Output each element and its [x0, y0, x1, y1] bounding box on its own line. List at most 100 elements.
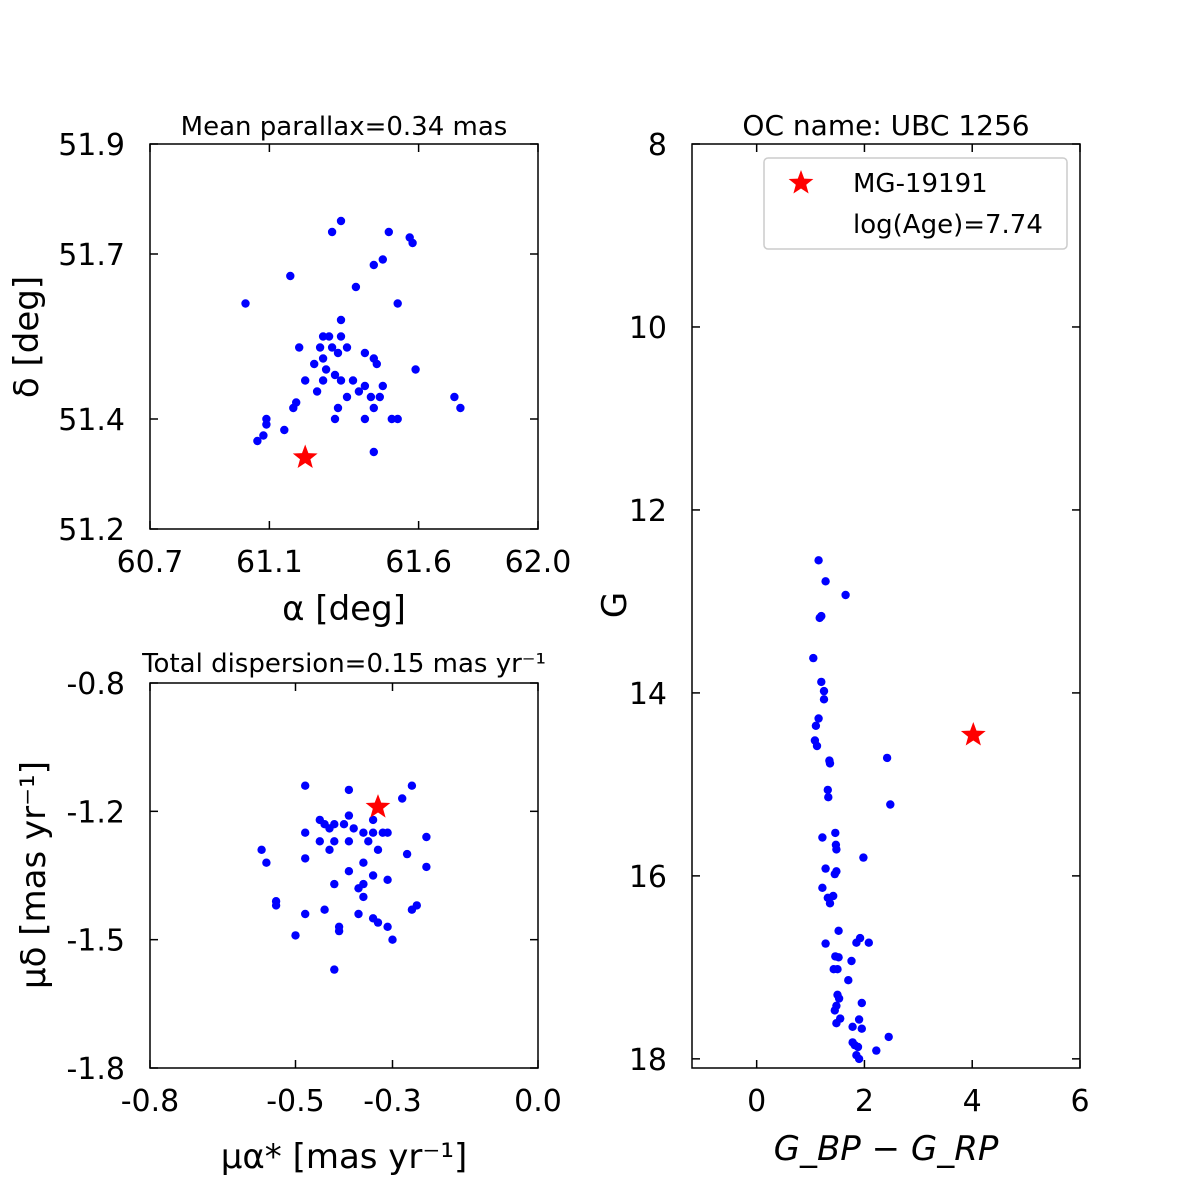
- proper-motion-member-point: [325, 824, 334, 833]
- proper-motion-member-point: [373, 918, 383, 927]
- sky-position-member-point: [408, 238, 417, 248]
- cmd-member-point: [821, 577, 830, 586]
- cmd-member-point: [857, 1024, 866, 1033]
- sky-position-xtick-label: 60.7: [117, 545, 184, 580]
- proper-motion-member-point: [315, 837, 324, 846]
- legend-star-marker: [788, 170, 814, 194]
- sky-position-xtick-label: 61.6: [385, 545, 452, 580]
- sky-position-xtick-label: 62.0: [505, 545, 572, 580]
- cmd-member-point: [853, 1042, 863, 1052]
- proper-motion-member-point: [349, 824, 358, 833]
- sky-position-member-point: [336, 376, 346, 385]
- sky-position-member-point: [387, 414, 396, 424]
- proper-motion-member-point: [334, 926, 344, 936]
- cmd-member-point: [809, 653, 818, 663]
- sky-position-member-point: [315, 343, 325, 352]
- cmd-member-point: [844, 976, 853, 985]
- cmd-member-point: [821, 939, 830, 948]
- cmd-member-point: [832, 1019, 841, 1028]
- sky-position-title: Mean parallax=0.34 mas: [181, 112, 508, 142]
- cmd-member-point: [829, 891, 838, 901]
- cmd-xtick-label: 2: [855, 1084, 874, 1119]
- proper-motion-member-point: [364, 837, 373, 846]
- proper-motion-member-point: [398, 794, 407, 803]
- sky-position-member-point: [327, 227, 337, 237]
- proper-motion-member-point: [407, 905, 417, 914]
- cmd-member-point: [817, 677, 826, 687]
- cmd-member-point: [830, 1006, 839, 1015]
- sky-position-xlabel: α [deg]: [282, 589, 406, 629]
- sky-position-member-point: [312, 387, 322, 396]
- sky-position-member-point: [330, 370, 340, 380]
- sky-position-member-point: [321, 365, 331, 374]
- cmd-member-point: [834, 994, 844, 1003]
- sky-position-member-point: [393, 414, 402, 424]
- cmd-ytick-label: 14: [629, 677, 667, 712]
- cmd-member-point: [864, 938, 873, 947]
- cmd-member-point: [831, 828, 840, 838]
- proper-motion-member-point: [368, 828, 378, 837]
- sky-position-member-point: [253, 436, 262, 446]
- sky-position-member-point: [336, 216, 346, 226]
- cmd-member-point: [852, 938, 861, 947]
- sky-position-member-point: [354, 387, 364, 396]
- proper-motion-member-point: [291, 931, 300, 940]
- cmd-member-point: [814, 714, 823, 723]
- cmd-member-point: [830, 869, 839, 879]
- sky-position-member-point: [369, 260, 378, 270]
- proper-motion-member-point: [383, 875, 392, 884]
- sky-position-member-point: [336, 315, 346, 325]
- proper-motion-xtick-label: -0.3: [363, 1084, 422, 1119]
- sky-position-member-point: [369, 447, 378, 457]
- proper-motion-member-point: [320, 905, 329, 914]
- cmd-member-point: [848, 1022, 857, 1031]
- cmd-member-point: [825, 759, 835, 768]
- cmd-member-point: [817, 611, 826, 621]
- cmd-xlabel: G_BP − G_RP: [774, 1129, 999, 1169]
- sky-position-ytick-label: 51.2: [58, 513, 125, 548]
- cmd-member-point: [834, 926, 843, 935]
- proper-motion-xtick-label: 0.0: [514, 1084, 562, 1119]
- cmd-member-point: [832, 845, 841, 854]
- proper-motion-member-point: [368, 815, 378, 825]
- cmd-member-point: [818, 883, 827, 892]
- sky-position-xtick-label: 61.1: [236, 545, 303, 580]
- proper-motion-title: Total dispersion=0.15 mas yr⁻¹: [141, 649, 546, 679]
- proper-motion-member-point: [301, 909, 310, 919]
- proper-motion-member-point: [422, 862, 431, 872]
- sky-position-member-point: [450, 392, 459, 402]
- sky-position-member-point: [378, 255, 387, 264]
- proper-motion-target-star-point: [365, 794, 391, 818]
- proper-motion-panel: Total dispersion=0.15 mas yr⁻¹ μα* [mas …: [14, 649, 562, 1177]
- cmd-member-point: [812, 741, 822, 751]
- sky-position-member-point: [330, 414, 340, 424]
- cmd-title: OC name: UBC 1256: [742, 109, 1029, 142]
- cmd-member-point: [859, 853, 868, 862]
- proper-motion-member-point: [344, 811, 354, 820]
- proper-motion-member-point: [383, 922, 392, 931]
- proper-motion-member-point: [383, 828, 392, 837]
- sky-position-member-point: [378, 381, 387, 391]
- sky-position-member-point: [348, 376, 358, 385]
- sky-position-ytick-label: 51.9: [58, 128, 125, 163]
- cmd-member-point: [886, 800, 895, 809]
- proper-motion-member-point: [330, 837, 339, 846]
- proper-motion-xlabel: μα* [mas yr⁻¹]: [221, 1137, 468, 1177]
- sky-position-member-point: [336, 332, 346, 341]
- cmd-member-point: [834, 953, 843, 962]
- proper-motion-member-point: [330, 879, 339, 889]
- proper-motion-xtick-label: -0.8: [121, 1084, 180, 1119]
- proper-motion-member-point: [301, 854, 310, 863]
- proper-motion-member-point: [339, 820, 349, 829]
- sky-position-member-point: [327, 343, 337, 352]
- proper-motion-ytick-label: -1.8: [66, 1052, 125, 1087]
- sky-position-ytick-label: 51.4: [58, 403, 125, 438]
- proper-motion-member-point: [344, 837, 354, 846]
- cmd-member-point: [882, 753, 892, 763]
- sky-position-member-point: [333, 403, 343, 413]
- sky-position-target-star-point: [292, 444, 318, 468]
- sky-position-member-point: [318, 376, 328, 385]
- sky-position-member-point: [259, 431, 268, 440]
- proper-motion-member-point: [330, 965, 339, 974]
- legend-entry-age: log(Age)=7.74: [853, 210, 1043, 240]
